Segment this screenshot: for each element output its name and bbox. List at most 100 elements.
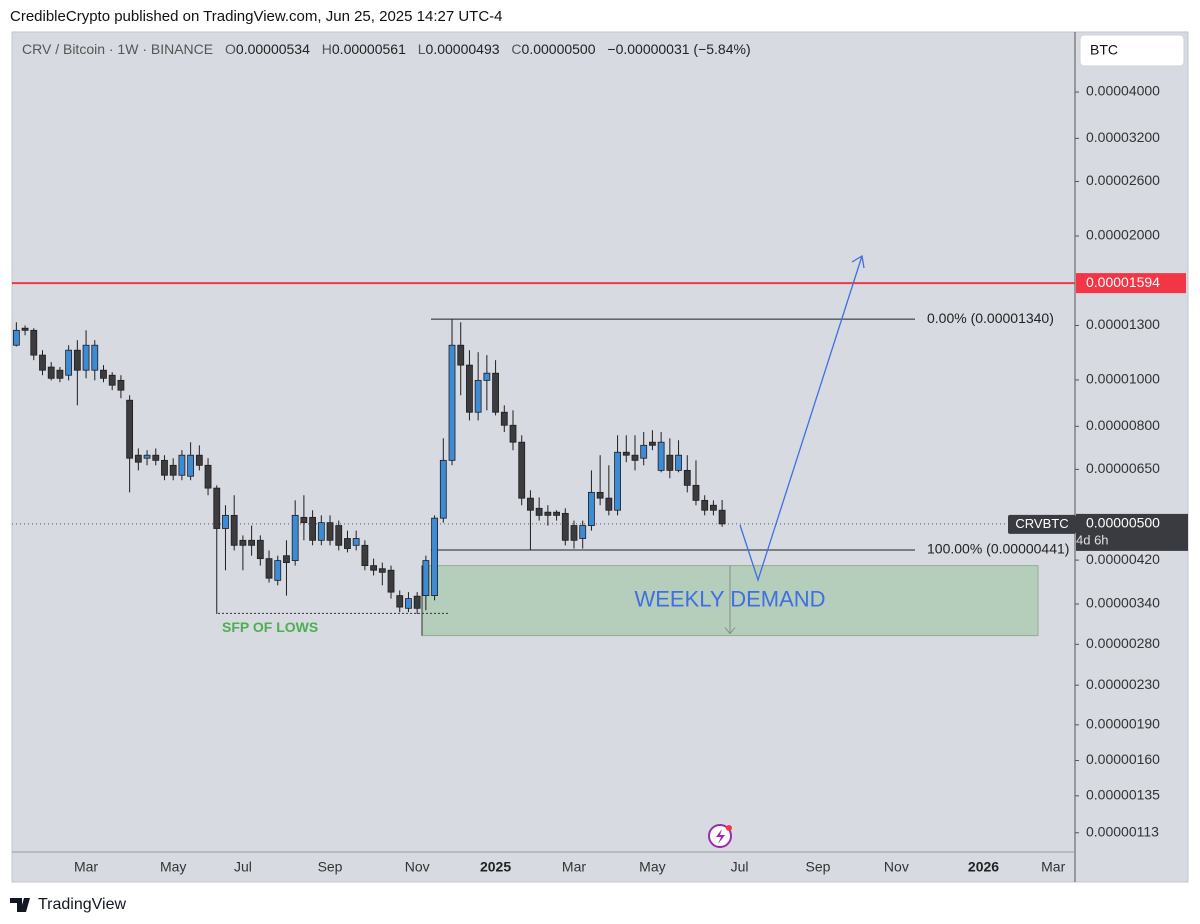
candle-body <box>579 525 587 539</box>
symbol-label: CRVBTC <box>1015 516 1068 531</box>
candle-body <box>378 568 386 573</box>
legend-key: O <box>225 41 236 57</box>
candle-body <box>300 516 308 524</box>
candle-body <box>161 459 168 476</box>
candle-body <box>570 525 578 541</box>
candle-body <box>361 544 369 567</box>
candle-body <box>509 424 517 443</box>
candle-body <box>335 525 343 546</box>
y-tick-label: 0.00000800 <box>1086 417 1160 433</box>
candle-body <box>152 454 160 461</box>
last-price-box <box>1076 513 1188 551</box>
candle-body <box>309 516 317 541</box>
y-tick-label: 0.00000230 <box>1086 676 1160 692</box>
x-tick-label: May <box>160 859 186 875</box>
candle-body <box>553 511 560 516</box>
zone-measure-head <box>724 627 736 635</box>
candle-body <box>631 454 639 461</box>
y-tick-label: 0.00002600 <box>1086 172 1160 188</box>
candle-body <box>527 497 534 511</box>
x-tick-label: Nov <box>405 859 430 875</box>
candle-body <box>30 329 38 356</box>
currency-button[interactable] <box>1079 34 1185 67</box>
candle-body <box>370 565 377 571</box>
zone-label: WEEKLY DEMAND <box>634 586 825 611</box>
candle-body <box>204 464 212 489</box>
candle-body <box>134 454 142 463</box>
x-tick-label: Mar <box>1041 859 1065 875</box>
candle-body <box>100 369 107 379</box>
candle-body <box>718 509 726 525</box>
candle-body <box>710 504 717 511</box>
candle-body <box>431 517 438 597</box>
candle-body <box>588 491 595 526</box>
candle-body <box>596 491 604 499</box>
level-price-label: 0.00001594 <box>1086 274 1160 290</box>
x-tick-label: May <box>639 859 665 875</box>
candle-body <box>448 344 456 461</box>
y-tick-label: 0.00000340 <box>1086 595 1160 611</box>
legend-value: 0.00000500 <box>522 41 596 57</box>
currency-button-label[interactable]: BTC <box>1090 42 1118 58</box>
candle-body <box>213 487 221 529</box>
symbol: CRV / Bitcoin · 1W · BINANCE <box>22 41 213 57</box>
y-tick-label: 0.00001300 <box>1086 316 1160 332</box>
candle-body <box>73 349 81 371</box>
y-tick-label: 0.00000280 <box>1086 635 1160 651</box>
candle-body <box>143 454 151 459</box>
candle-body <box>265 558 273 579</box>
fib-label: 100.00% (0.00000441) <box>927 541 1069 557</box>
x-tick-label: Sep <box>806 859 831 875</box>
projection-arrow <box>739 255 863 583</box>
x-tick-label: Nov <box>884 859 909 875</box>
candle-body <box>405 598 412 609</box>
candle-body <box>178 454 186 476</box>
y-tick-label: 0.00004000 <box>1086 83 1160 99</box>
candle-body <box>169 464 177 476</box>
candle-body <box>108 374 116 386</box>
candle-body <box>535 507 543 516</box>
candle-body <box>492 372 499 413</box>
byline: CredibleCrypto published on TradingView.… <box>10 8 503 25</box>
candle-body <box>474 379 482 413</box>
legend: CRV / Bitcoin · 1W · BINANCE O0.00000534… <box>22 41 751 57</box>
candle-body <box>126 399 134 459</box>
last-price-label: 0.00000500 <box>1086 515 1160 531</box>
candle-body <box>500 411 508 426</box>
candle-body <box>396 595 404 608</box>
candle-body <box>649 441 656 446</box>
candle-body <box>274 560 282 581</box>
candle-body <box>439 459 447 519</box>
candle-body <box>701 499 709 511</box>
y-tick-label: 0.00000113 <box>1086 823 1159 839</box>
candle-body <box>622 451 630 456</box>
candle-body <box>21 327 29 331</box>
candle-body <box>666 454 674 471</box>
candle-body <box>605 497 613 511</box>
candle-body <box>326 522 334 541</box>
y-tick-label: 0.00001000 <box>1086 371 1160 387</box>
x-tick-label: Sep <box>318 859 343 875</box>
x-tick-label: Jul <box>731 859 749 875</box>
candle-body <box>352 538 360 546</box>
footer-logo <box>10 898 30 912</box>
candle-body <box>466 364 473 413</box>
x-tick-label: 2025 <box>480 859 511 875</box>
level-price-box <box>1076 273 1186 294</box>
legend-value: 0.00000561 <box>332 41 406 57</box>
plot-area: WEEKLY DEMAND SFP OF LOWS 0.00% (0.0000134… <box>12 282 1075 637</box>
candle-body <box>65 349 73 376</box>
fib-label: 0.00% (0.00001340) <box>927 310 1054 326</box>
candle-body <box>56 369 64 379</box>
candle-body <box>248 539 256 546</box>
legend-key: H <box>322 41 332 57</box>
candle-body <box>614 451 621 511</box>
sfp-label: SFP OF LOWS <box>222 619 318 635</box>
y-tick-label: 0.00000420 <box>1086 551 1160 567</box>
candle-body <box>657 441 665 471</box>
candle-body <box>387 569 395 593</box>
candle-body <box>117 379 125 391</box>
candle-body <box>344 538 351 549</box>
